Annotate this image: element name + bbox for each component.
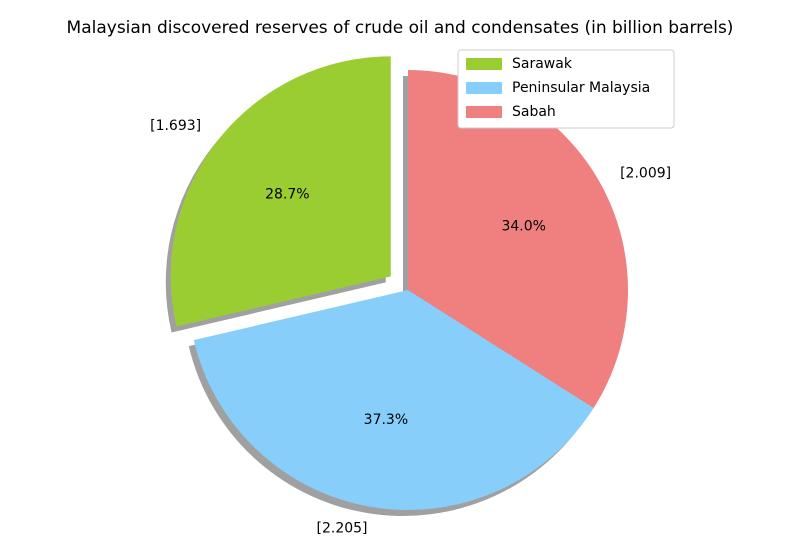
wedge (170, 56, 391, 327)
wedges (170, 56, 628, 510)
value-label: [1.693] (150, 118, 201, 134)
percent-label: 37.3% (364, 412, 408, 428)
percent-label: 28.7% (265, 186, 309, 202)
chart-title: Malaysian discovered reserves of crude o… (67, 18, 734, 38)
legend-swatch (466, 58, 502, 70)
legend-label: Peninsular Malaysia (512, 80, 650, 96)
legend-swatch (466, 106, 502, 118)
legend-box (457, 49, 675, 129)
value-label: [2.009] (620, 165, 671, 181)
value-label: [2.205] (317, 521, 368, 537)
wedge (193, 290, 594, 510)
legend-swatch (466, 82, 502, 94)
labels: 28.7% [1.693] 37.3% [2.205] 34.0% [2.009] (150, 118, 671, 537)
legend-label: Sabah (512, 104, 556, 120)
percent-label: 34.0% (501, 218, 545, 234)
legend: Sarawak Peninsular Malaysia Sabah (457, 49, 675, 129)
legend-label: Sarawak (512, 56, 573, 72)
wedge (408, 70, 628, 409)
